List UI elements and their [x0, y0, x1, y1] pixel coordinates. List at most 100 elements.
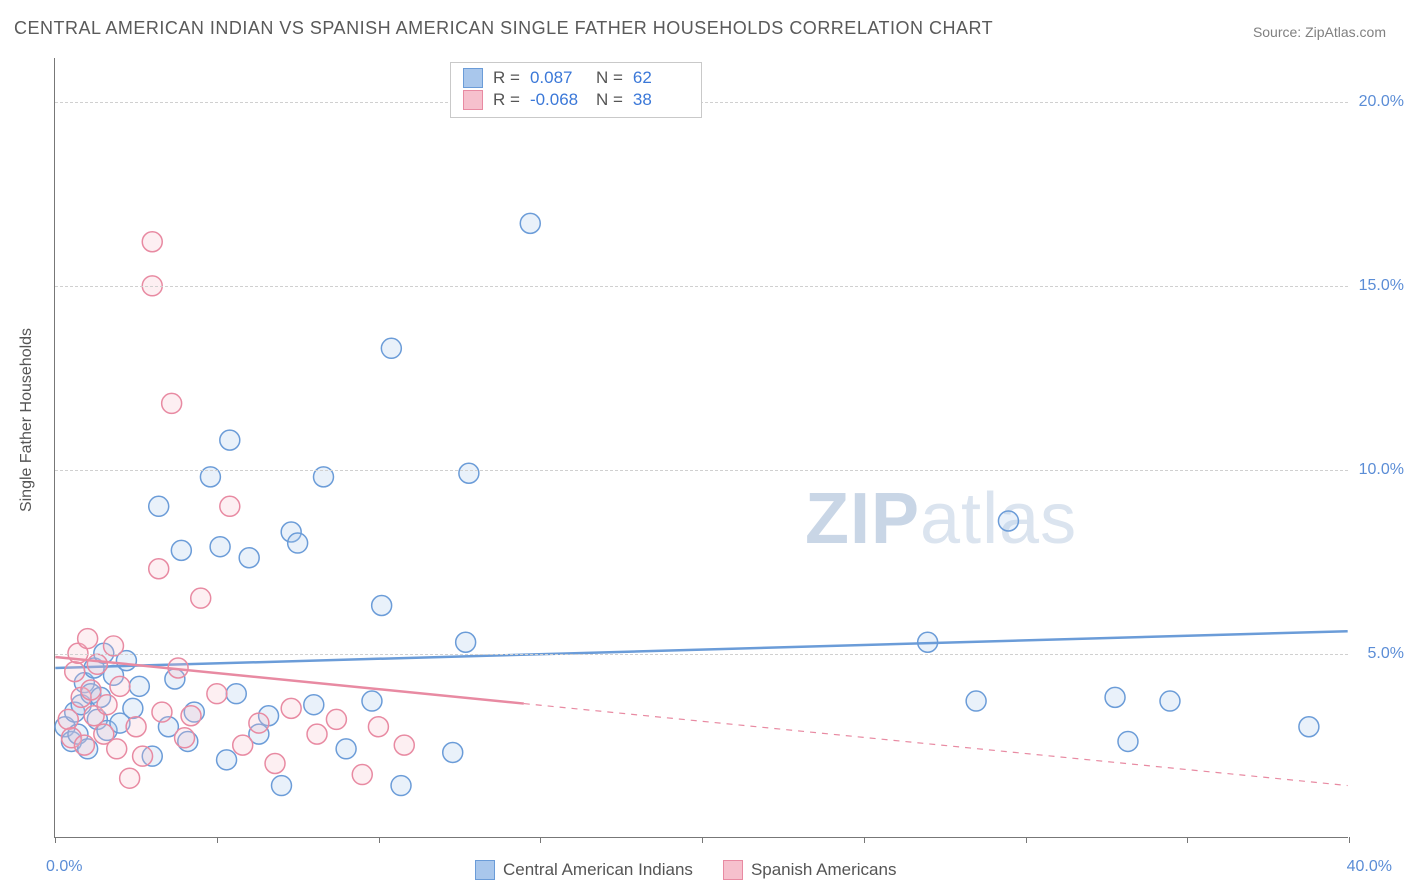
- scatter-point-cai: [149, 496, 169, 516]
- x-axis-tick: [864, 837, 865, 843]
- scatter-point-sa: [142, 232, 162, 252]
- x-axis-tick: [1349, 837, 1350, 843]
- scatter-point-sa: [120, 768, 140, 788]
- scatter-point-sa: [152, 702, 172, 722]
- chart-title: CENTRAL AMERICAN INDIAN VS SPANISH AMERI…: [14, 18, 993, 39]
- scatter-point-sa: [162, 393, 182, 413]
- scatter-point-sa: [394, 735, 414, 755]
- scatter-point-sa: [307, 724, 327, 744]
- scatter-point-sa: [126, 717, 146, 737]
- legend-label-cai: Central American Indians: [503, 860, 693, 880]
- scatter-point-cai: [239, 548, 259, 568]
- scatter-point-sa: [65, 662, 85, 682]
- y-axis-tick-label: 5.0%: [1368, 645, 1404, 663]
- scatter-point-cai: [123, 698, 143, 718]
- scatter-point-cai: [456, 632, 476, 652]
- scatter-point-sa: [233, 735, 253, 755]
- x-axis-tick: [702, 837, 703, 843]
- scatter-point-sa: [133, 746, 153, 766]
- scatter-point-sa: [103, 636, 123, 656]
- legend-swatch-cai: [475, 860, 495, 880]
- stats-R-label: R =: [493, 68, 520, 88]
- stats-N-value-cai: 62: [633, 68, 689, 88]
- scatter-point-cai: [171, 540, 191, 560]
- scatter-point-cai: [372, 596, 392, 616]
- x-axis-tick: [55, 837, 56, 843]
- stats-R-value-sa: -0.068: [530, 90, 586, 110]
- x-axis-tick: [540, 837, 541, 843]
- scatter-point-cai: [210, 537, 230, 557]
- scatter-point-cai: [998, 511, 1018, 531]
- stats-R-value-cai: 0.087: [530, 68, 586, 88]
- scatter-point-cai: [129, 676, 149, 696]
- scatter-point-cai: [217, 750, 237, 770]
- scatter-point-cai: [304, 695, 324, 715]
- scatter-point-cai: [1118, 731, 1138, 751]
- stats-N-value-sa: 38: [633, 90, 689, 110]
- scatter-point-sa: [326, 709, 346, 729]
- stats-swatch-sa: [463, 90, 483, 110]
- scatter-point-cai: [226, 684, 246, 704]
- x-axis-tick: [217, 837, 218, 843]
- legend-item-cai: Central American Indians: [475, 860, 693, 880]
- scatter-point-sa: [107, 739, 127, 759]
- stats-row-cai: R = 0.087 N = 62: [463, 67, 689, 89]
- legend-item-sa: Spanish Americans: [723, 860, 897, 880]
- trendline-cai: [55, 631, 1347, 668]
- scatter-point-cai: [443, 742, 463, 762]
- scatter-point-cai: [1105, 687, 1125, 707]
- stats-R-label: R =: [493, 90, 520, 110]
- x-axis-label-min: 0.0%: [46, 858, 82, 876]
- stats-swatch-cai: [463, 68, 483, 88]
- scatter-point-cai: [272, 776, 292, 796]
- scatter-point-sa: [265, 754, 285, 774]
- scatter-point-cai: [362, 691, 382, 711]
- scatter-point-cai: [459, 463, 479, 483]
- y-axis-tick-label: 15.0%: [1359, 277, 1404, 295]
- scatter-point-sa: [220, 496, 240, 516]
- gridline-h: [55, 470, 1348, 471]
- gridline-h: [55, 654, 1348, 655]
- scatter-point-sa: [74, 735, 94, 755]
- chart-plot-area: ZIPatlas 5.0%10.0%15.0%20.0%: [54, 58, 1348, 838]
- scatter-point-cai: [1299, 717, 1319, 737]
- scatter-point-cai: [1160, 691, 1180, 711]
- scatter-point-sa: [78, 629, 98, 649]
- scatter-point-cai: [520, 213, 540, 233]
- scatter-point-cai: [966, 691, 986, 711]
- legend-label-sa: Spanish Americans: [751, 860, 897, 880]
- source-attribution: Source: ZipAtlas.com: [1253, 24, 1386, 40]
- scatter-point-sa: [110, 676, 130, 696]
- y-axis-tick-label: 20.0%: [1359, 93, 1404, 111]
- x-axis-tick: [379, 837, 380, 843]
- scatter-point-sa: [97, 695, 117, 715]
- y-axis-title: Single Father Households: [18, 328, 36, 512]
- scatter-point-sa: [175, 728, 195, 748]
- stats-row-sa: R = -0.068 N = 38: [463, 89, 689, 111]
- y-axis-tick-label: 10.0%: [1359, 461, 1404, 479]
- x-axis-tick: [1187, 837, 1188, 843]
- scatter-point-sa: [249, 713, 269, 733]
- stats-N-label: N =: [596, 90, 623, 110]
- scatter-point-cai: [336, 739, 356, 759]
- scatter-point-cai: [288, 533, 308, 553]
- footer-legend: Central American Indians Spanish American…: [475, 860, 896, 880]
- x-axis-tick: [1026, 837, 1027, 843]
- scatter-point-cai: [381, 338, 401, 358]
- stats-N-label: N =: [596, 68, 623, 88]
- scatter-point-cai: [220, 430, 240, 450]
- legend-swatch-sa: [723, 860, 743, 880]
- gridline-h: [55, 286, 1348, 287]
- x-axis-label-max: 40.0%: [1347, 858, 1392, 876]
- scatter-point-sa: [149, 559, 169, 579]
- scatter-point-sa: [181, 706, 201, 726]
- trendline-dashed-sa: [524, 704, 1348, 786]
- scatter-svg: [55, 58, 1348, 837]
- scatter-point-sa: [368, 717, 388, 737]
- scatter-point-cai: [391, 776, 411, 796]
- scatter-point-sa: [191, 588, 211, 608]
- scatter-point-sa: [87, 654, 107, 674]
- scatter-point-sa: [281, 698, 301, 718]
- scatter-point-sa: [352, 765, 372, 785]
- scatter-point-sa: [81, 680, 101, 700]
